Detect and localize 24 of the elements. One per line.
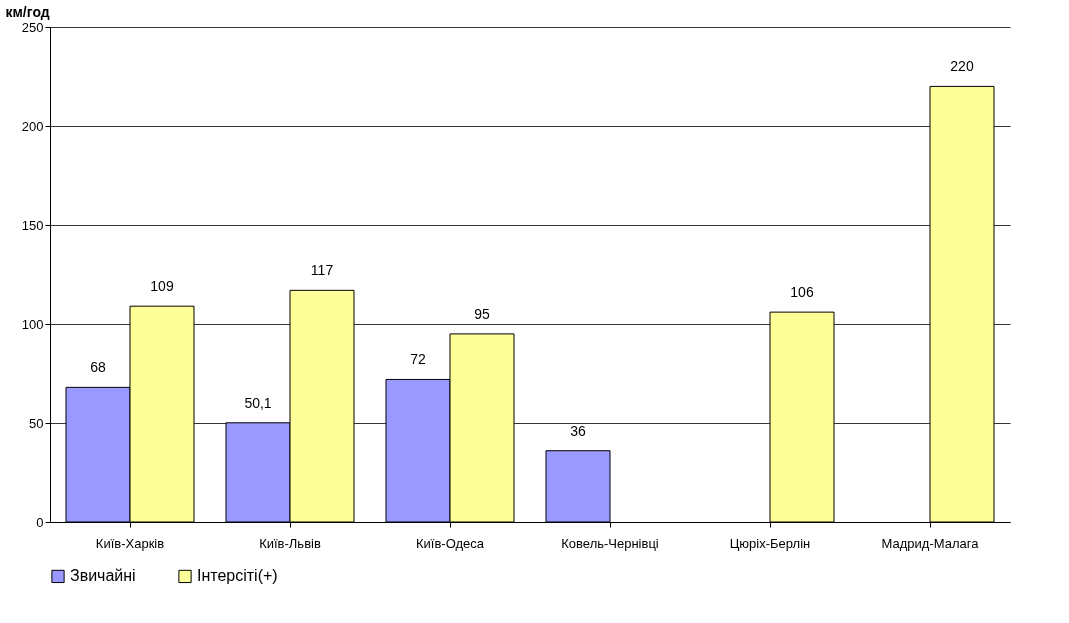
legend-label: Інтерсіті(+) xyxy=(197,567,278,585)
data-label: 95 xyxy=(474,305,490,322)
y-tick-label: 250 xyxy=(21,19,44,35)
legend-label: Звичайні xyxy=(70,567,136,585)
data-label: 220 xyxy=(950,58,974,75)
x-tick-label: Цюріх-Берлін xyxy=(729,535,811,551)
y-tick-label: 0 xyxy=(36,514,44,530)
data-label: 50,1 xyxy=(244,394,272,411)
y-tick-label: 100 xyxy=(21,316,44,332)
x-tick-label: Київ-Львів xyxy=(259,535,321,551)
data-label: 109 xyxy=(150,278,174,295)
x-tick-label: Ковель-Чернівці xyxy=(561,535,659,551)
y-tick-label: 50 xyxy=(29,415,44,431)
y-tick-label: 200 xyxy=(21,118,44,134)
data-label: 36 xyxy=(570,422,586,439)
x-tick-label: Київ-Одеса xyxy=(415,535,485,551)
y-tick-label: 150 xyxy=(21,217,44,233)
data-label: 106 xyxy=(790,284,814,301)
x-tick-label: Мадрид-Малага xyxy=(881,535,980,551)
data-label: 117 xyxy=(310,262,334,279)
data-label: 72 xyxy=(410,351,426,368)
y-axis-title: км/год xyxy=(5,3,50,20)
data-label: 68 xyxy=(90,359,106,376)
x-tick-label: Київ-Харків xyxy=(95,535,165,551)
